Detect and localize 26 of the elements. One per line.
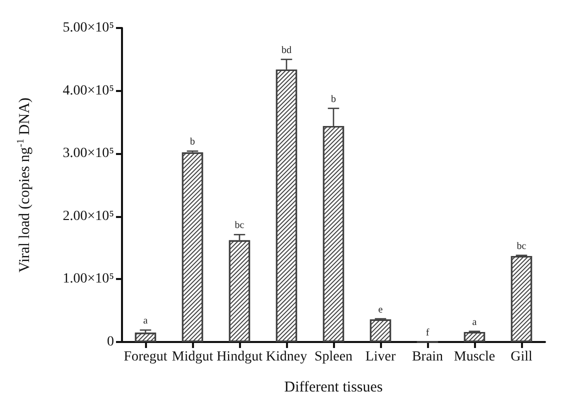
annotation: bc (516, 240, 527, 252)
y-tick-label: 1.00×10⁵ (62, 272, 114, 287)
annotation: a (143, 316, 148, 327)
annotation: e (378, 304, 384, 316)
x-tick-label: Liver (365, 350, 396, 364)
x-tick-label: Spleen (314, 350, 353, 364)
y-tick-label: 5.00×10⁵ (62, 20, 114, 36)
x-tick-label: Foregut (124, 350, 168, 364)
x-tick-label: Gill (510, 350, 532, 364)
x-tick-label: Muscle (454, 350, 496, 364)
y-tick-label: 4.00×10⁵ (62, 83, 114, 98)
x-tick-label: Hindgut (216, 350, 263, 364)
annotation: bd (282, 44, 292, 56)
annotation: a (472, 316, 478, 328)
x-axis-title: Different tissues (284, 380, 383, 396)
y-axis-title: Viral load (copies ng-1 DNA) (16, 98, 33, 272)
x-tick-label: Kidney (266, 350, 308, 364)
y-tick-label: 3.00×10⁵ (62, 146, 114, 162)
y-tick-label: 2.00×10⁵ (62, 208, 114, 224)
annotation: bc (234, 220, 245, 232)
y-tick-label: 0 (107, 334, 114, 350)
annotation: b (331, 94, 336, 105)
annotation: f (426, 328, 430, 338)
x-tick-label: Brain (412, 350, 444, 364)
annotation: b (190, 136, 195, 148)
x-tick-label: Midgut (172, 350, 214, 364)
